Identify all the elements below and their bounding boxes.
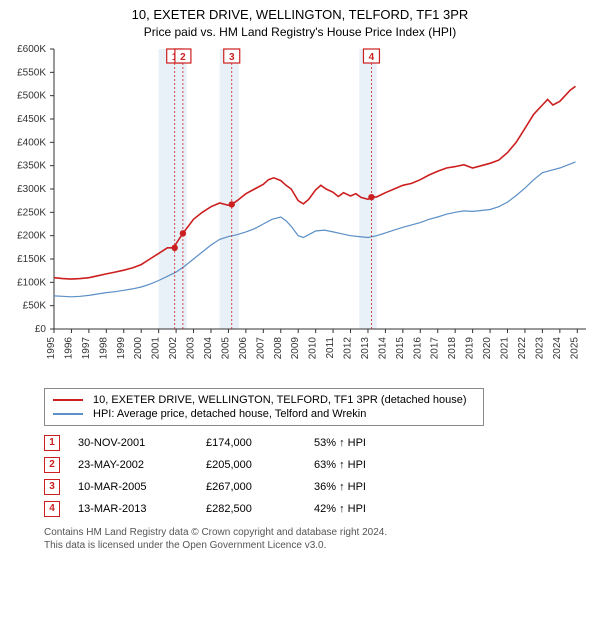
series-hpi [54, 161, 576, 296]
x-tick-label: 2004 [203, 336, 214, 359]
table-row: 130-NOV-2001£174,00053% ↑ HPI [44, 432, 584, 454]
sale-marker-cell: 3 [44, 479, 60, 495]
table-row: 223-MAY-2002£205,00063% ↑ HPI [44, 454, 584, 476]
x-tick-label: 2025 [569, 336, 580, 359]
sale-price: 23-MAY-2002 [78, 459, 188, 471]
sale-dot [180, 230, 186, 236]
x-tick-label: 2010 [308, 336, 319, 359]
y-tick-label: £250K [17, 207, 46, 218]
sale-price: 13-MAR-2013 [78, 503, 188, 515]
x-tick-label: 2012 [343, 336, 354, 359]
chart-title-line1: 10, EXETER DRIVE, WELLINGTON, TELFORD, T… [8, 6, 592, 24]
x-tick-label: 1997 [81, 336, 92, 359]
x-tick-label: 2007 [255, 336, 266, 359]
footnote: Contains HM Land Registry data © Crown c… [44, 526, 584, 553]
sale-dot [229, 201, 235, 207]
table-row: 310-MAR-2005£267,00036% ↑ HPI [44, 476, 584, 498]
x-tick-label: 2002 [168, 336, 179, 359]
x-tick-label: 2021 [500, 336, 511, 359]
x-tick-label: 2024 [552, 336, 563, 359]
y-tick-label: £550K [17, 67, 46, 78]
x-tick-label: 2022 [517, 336, 528, 359]
y-tick-label: £600K [17, 44, 46, 55]
y-tick-label: £500K [17, 90, 46, 101]
x-tick-label: 2020 [482, 336, 493, 359]
x-tick-label: 2023 [534, 336, 545, 359]
x-tick-label: 1995 [46, 336, 57, 359]
x-tick-label: 1996 [63, 336, 74, 359]
sale-hpi: 36% ↑ HPI [314, 481, 414, 493]
x-tick-label: 2009 [290, 336, 301, 359]
y-tick-label: £0 [35, 324, 47, 335]
x-tick-label: 2016 [412, 336, 423, 359]
y-tick-label: £50K [23, 300, 47, 311]
y-tick-label: £200K [17, 230, 46, 241]
sale-marker-num: 3 [229, 52, 235, 63]
x-tick-label: 2000 [133, 336, 144, 359]
series-price_paid [54, 86, 576, 279]
table-row: 413-MAR-2013£282,50042% ↑ HPI [44, 498, 584, 520]
footnote-line2: This data is licensed under the Open Gov… [44, 539, 584, 553]
price-chart: £0 £50K £100K £150K £200K £250K £300K £350K £400… [8, 43, 592, 373]
legend-row: HPI: Average price, detached house, Telf… [53, 407, 475, 421]
legend-swatch [53, 399, 83, 401]
x-tick-label: 2008 [273, 336, 284, 359]
shaded-band [359, 49, 376, 329]
x-tick-label: 2013 [360, 336, 371, 359]
x-tick-label: 2017 [430, 336, 441, 359]
sale-price: 30-NOV-2001 [78, 437, 188, 449]
y-tick-label: £100K [17, 277, 46, 288]
sale-hpi: 63% ↑ HPI [314, 459, 414, 471]
sale-price: 10-MAR-2005 [78, 481, 188, 493]
y-tick-label: £450K [17, 114, 46, 125]
x-tick-label: 2001 [151, 336, 162, 359]
legend-row: 10, EXETER DRIVE, WELLINGTON, TELFORD, T… [53, 393, 475, 407]
x-tick-label: 2011 [325, 336, 336, 358]
x-tick-label: 2005 [220, 336, 231, 359]
y-tick-label: £350K [17, 160, 46, 171]
x-tick-label: 2018 [447, 336, 458, 359]
legend: 10, EXETER DRIVE, WELLINGTON, TELFORD, T… [44, 388, 484, 426]
shaded-band [220, 49, 239, 329]
x-tick-label: 2019 [465, 336, 476, 359]
x-tick-label: 2006 [238, 336, 249, 359]
x-tick-label: 2015 [395, 336, 406, 359]
footnote-line1: Contains HM Land Registry data © Crown c… [44, 526, 584, 540]
x-tick-label: 1998 [98, 336, 109, 359]
chart-title-line2: Price paid vs. HM Land Registry's House … [8, 25, 592, 39]
y-tick-label: £300K [17, 184, 46, 195]
sale-dot [368, 194, 374, 200]
sale-marker-num: 2 [180, 52, 186, 63]
sale-marker-cell: 1 [44, 435, 60, 451]
sales-table: 130-NOV-2001£174,00053% ↑ HPI223-MAY-200… [44, 432, 584, 520]
y-tick-label: £400K [17, 137, 46, 148]
y-tick-label: £150K [17, 254, 46, 265]
chart-container: £0 £50K £100K £150K £200K £250K £300K £350K £400… [8, 43, 592, 378]
x-tick-label: 2014 [377, 336, 388, 359]
sale-hpi: 53% ↑ HPI [314, 437, 414, 449]
x-tick-label: 1999 [116, 336, 127, 359]
legend-label: 10, EXETER DRIVE, WELLINGTON, TELFORD, T… [93, 394, 467, 406]
sale-dot [172, 244, 178, 250]
sale-marker-num: 4 [369, 52, 375, 63]
sale-hpi: 42% ↑ HPI [314, 503, 414, 515]
legend-label: HPI: Average price, detached house, Telf… [93, 408, 366, 420]
sale-marker-cell: 2 [44, 457, 60, 473]
x-tick-label: 2003 [186, 336, 197, 359]
shaded-band [159, 49, 187, 329]
sale-marker-cell: 4 [44, 501, 60, 517]
legend-swatch [53, 413, 83, 415]
